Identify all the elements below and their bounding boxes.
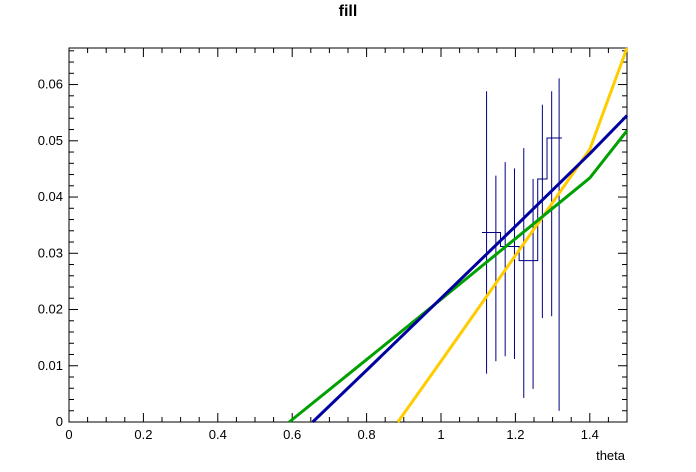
x-axis-tick-labels: 0 0.2 0.4 0.6 0.8 1 1.2 1.4 (65, 427, 598, 442)
x-tick-label: 0.2 (134, 427, 152, 442)
y-tick-label: 0 (56, 414, 63, 429)
y-tick-label: 0.05 (38, 133, 63, 148)
y-tick-label: 0.06 (38, 77, 63, 92)
series-line-yellow (396, 47, 629, 423)
x-axis-title: theta (596, 448, 626, 463)
y-tick-label: 0.04 (38, 189, 63, 204)
y-tick-label: 0.03 (38, 245, 63, 260)
series-line-blue (311, 114, 629, 424)
page-title: fill (338, 3, 358, 20)
x-tick-label: 0.4 (209, 427, 227, 442)
x-tick-label: 1 (437, 427, 444, 442)
y-tick-label: 0.02 (38, 302, 63, 317)
series-line-green (288, 129, 629, 424)
y-axis-tick-labels: 0 0.01 0.02 0.03 0.04 0.05 0.06 (38, 77, 63, 429)
histogram-steps (481, 137, 562, 262)
x-axis-ticks (68, 48, 628, 422)
x-tick-label: 0.8 (358, 427, 376, 442)
histogram-error-bars (486, 78, 560, 411)
fit-lines (288, 47, 629, 424)
x-tick-label: 0.6 (283, 427, 301, 442)
x-tick-label: 0 (65, 427, 72, 442)
plot-frame (68, 47, 628, 423)
y-tick-label: 0.01 (38, 358, 63, 373)
x-tick-label: 1.4 (581, 427, 599, 442)
x-tick-label: 1.2 (506, 427, 524, 442)
histogram-outline (481, 137, 562, 262)
